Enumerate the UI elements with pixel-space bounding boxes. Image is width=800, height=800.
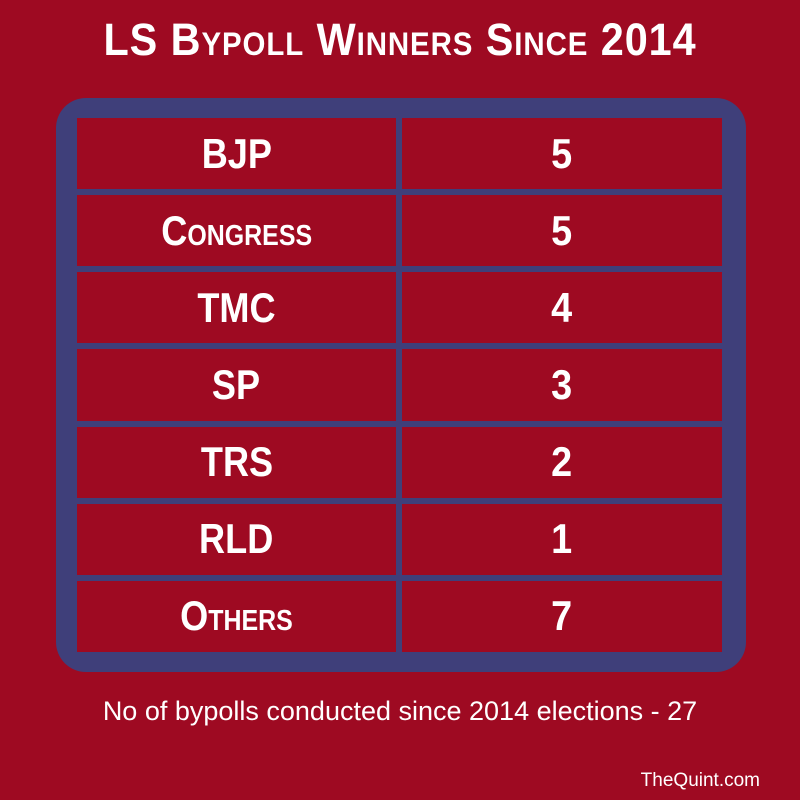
winner-count: 7 <box>551 592 573 640</box>
party-name-cell: RLD <box>77 503 396 575</box>
winner-count: 4 <box>551 283 573 331</box>
winner-count: 1 <box>551 515 573 563</box>
footnote: No of bypolls conducted since 2014 elect… <box>102 696 698 726</box>
winner-count-cell: 7 <box>402 580 722 652</box>
party-name-cell: Others <box>77 580 396 652</box>
party-name: SP <box>212 360 261 408</box>
party-name: RLD <box>199 515 274 563</box>
party-name: TMC <box>197 283 276 331</box>
winner-count: 3 <box>551 360 573 408</box>
party-name-cell: BJP <box>77 118 396 190</box>
winner-count: 5 <box>551 206 573 254</box>
winner-count: 2 <box>551 438 573 486</box>
winner-count-cell: 4 <box>402 272 722 344</box>
party-name: BJP <box>201 129 272 177</box>
winner-count: 5 <box>551 129 573 177</box>
party-name: Congress <box>161 206 312 254</box>
party-name-cell: Congress <box>77 195 396 267</box>
winner-count-cell: 5 <box>402 118 722 190</box>
winner-count-cell: 2 <box>402 426 722 498</box>
chart-title: LS Bypoll Winners Since 2014 <box>103 14 697 65</box>
source-credit: TheQuint.com <box>640 770 760 791</box>
party-name-cell: SP <box>77 349 396 421</box>
winner-count-cell: 5 <box>402 195 722 267</box>
party-name-cell: TMC <box>77 272 396 344</box>
results-table-frame: BJP 5 Congress 5 TMC 4 SP 3 TRS 2 RLD 1 Others 7 <box>56 98 746 672</box>
results-table: BJP 5 Congress 5 TMC 4 SP 3 TRS 2 RLD 1 Others 7 <box>77 118 722 652</box>
party-name: TRS <box>200 438 273 486</box>
party-name: Others <box>180 592 293 640</box>
winner-count-cell: 1 <box>402 503 722 575</box>
party-name-cell: TRS <box>77 426 396 498</box>
winner-count-cell: 3 <box>402 349 722 421</box>
